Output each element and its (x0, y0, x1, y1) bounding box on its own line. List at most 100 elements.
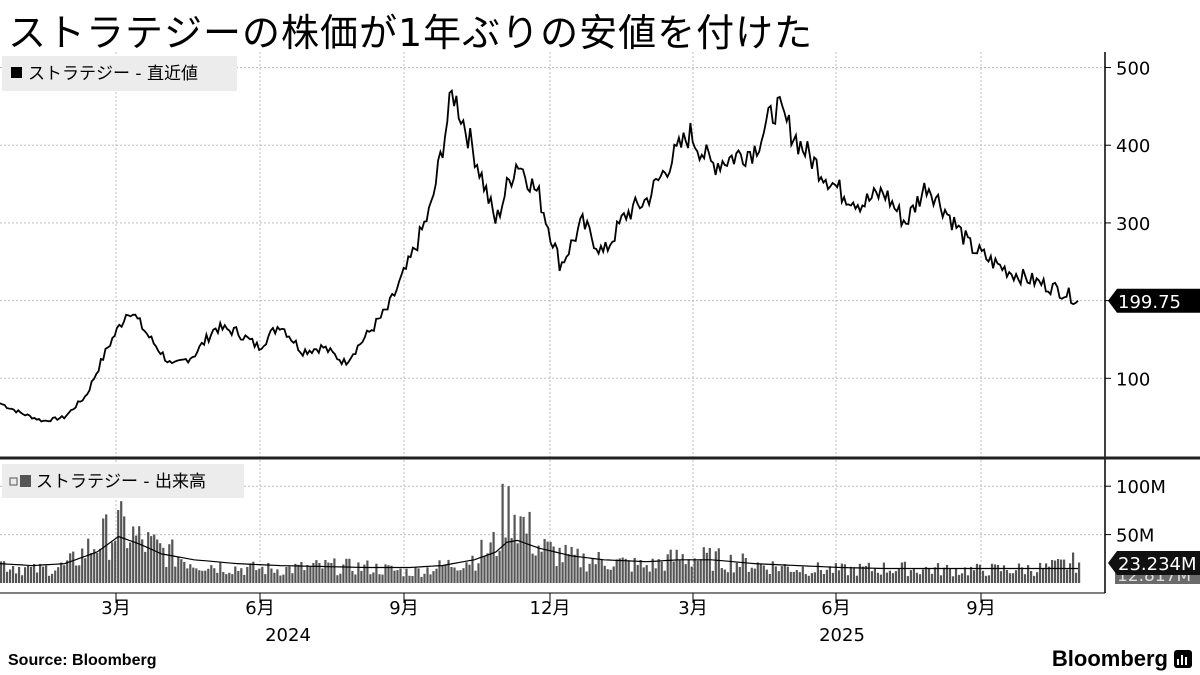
volume-bar (222, 572, 225, 583)
price-legend-swatch (11, 67, 22, 78)
x-tick-label: 9月 (389, 598, 418, 619)
volume-bar (882, 562, 885, 583)
volume-bar (921, 569, 925, 583)
volume-bar (1066, 569, 1069, 583)
volume-bar (63, 565, 66, 583)
volume-bar (822, 574, 825, 583)
volume-bar (144, 551, 147, 583)
volume-legend-avg-swatch (9, 477, 18, 486)
volume-bar (180, 559, 183, 583)
volume-bar (762, 565, 765, 583)
volume-bar (876, 572, 879, 583)
volume-bar (873, 568, 876, 583)
volume-bar (417, 568, 420, 583)
volume-bar (81, 548, 84, 583)
price-legend-label: ストラテジー - 直近値 (28, 64, 198, 84)
volume-bar (450, 567, 453, 583)
volume-bar (984, 575, 988, 583)
volume-bar (945, 564, 949, 583)
volume-bar (1036, 572, 1039, 583)
volume-bar (543, 539, 546, 583)
volume-bar (336, 575, 339, 583)
volume-bar (726, 572, 729, 583)
volume-bar (18, 567, 21, 583)
volume-bar (438, 560, 441, 583)
volume-bar (210, 565, 213, 583)
volume-bar (207, 568, 210, 583)
volume-bar (9, 569, 12, 583)
volume-bar (915, 572, 918, 583)
volume-bar (291, 573, 294, 583)
volume-bar (636, 565, 639, 583)
volume-bar (660, 561, 663, 583)
volume-bar (1033, 575, 1036, 583)
volume-bar (999, 571, 1003, 583)
volume-bar (972, 570, 976, 583)
volume-bar (486, 553, 489, 583)
volume-bar (993, 564, 997, 583)
volume-bar (678, 559, 681, 583)
volume-bar (72, 551, 75, 583)
volume-bar (753, 568, 756, 583)
price-line (0, 88, 1079, 423)
volume-bar (816, 562, 819, 583)
volume-bar (681, 554, 684, 583)
bloomberg-logo: Bloomberg (1052, 646, 1192, 672)
volume-bar (927, 569, 931, 583)
x-tick-label: 6月 (821, 598, 850, 619)
volume-bar (48, 575, 51, 583)
volume-bar (12, 566, 15, 583)
bar-chart-icon (1174, 650, 1192, 668)
volume-bar (525, 533, 528, 583)
volume-bar (663, 570, 666, 583)
volume-bar (471, 555, 474, 583)
volume-bar (1039, 562, 1042, 583)
volume-bar (888, 570, 891, 583)
volume-bar (828, 566, 831, 583)
source-note: Source: Bloomberg (8, 652, 156, 670)
volume-bar (84, 558, 87, 583)
volume-bar (975, 563, 979, 583)
y-tick-label: 400 (1116, 136, 1150, 157)
volume-bar (651, 558, 654, 583)
volume-bar (897, 568, 900, 583)
volume-bar (609, 569, 612, 583)
volume-bar (156, 539, 159, 583)
volume-bar (618, 558, 621, 583)
x-tick-label: 3月 (678, 598, 707, 619)
volume-bar (780, 566, 783, 583)
volume-bar (495, 556, 498, 583)
volume-bar (357, 562, 360, 583)
volume-bar (138, 526, 141, 583)
volume-bar (936, 563, 940, 583)
volume-bar (435, 568, 438, 583)
volume-bar (648, 571, 651, 583)
volume-bar (195, 568, 198, 583)
volume-bar (918, 574, 922, 583)
volume-bar (258, 568, 261, 583)
volume-bar (903, 561, 906, 583)
volume-bar (696, 560, 699, 583)
volume-bar (171, 539, 174, 583)
volume-bar (615, 559, 618, 583)
volume-bar (588, 563, 591, 583)
volume-bar (141, 539, 144, 583)
volume-bar (627, 560, 630, 583)
volume-bar (255, 570, 258, 583)
volume-bar (1048, 566, 1051, 583)
volume-bar (453, 567, 456, 583)
year-label: 2024 (265, 625, 311, 646)
volume-bar (39, 563, 42, 583)
volume-bar (1017, 563, 1021, 583)
volume-bar (774, 566, 777, 583)
volume-bar (723, 569, 726, 583)
volume-bar (375, 563, 378, 583)
volume-bar (954, 568, 958, 583)
volume-bar (345, 558, 348, 583)
volume-bar (960, 573, 964, 583)
price-legend-box (2, 56, 237, 91)
volume-legend-label: ストラテジー - 出来高 (36, 472, 206, 492)
volume-bar (813, 572, 816, 583)
volume-bar (735, 562, 738, 583)
